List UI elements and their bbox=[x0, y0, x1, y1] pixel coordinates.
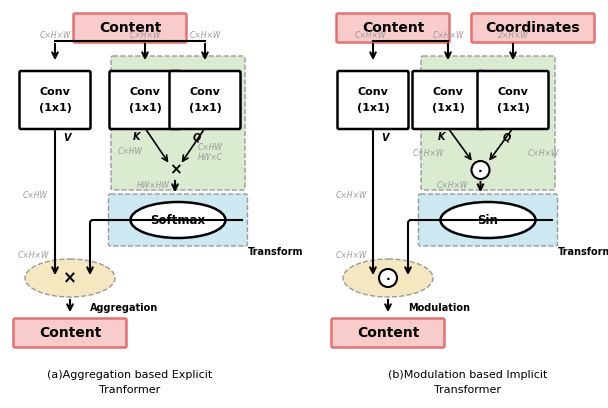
Text: HW×C: HW×C bbox=[198, 153, 223, 162]
FancyBboxPatch shape bbox=[19, 71, 91, 129]
Text: C×HW: C×HW bbox=[22, 191, 47, 200]
Text: Content: Content bbox=[362, 21, 424, 35]
Text: V: V bbox=[381, 133, 389, 143]
Text: K: K bbox=[133, 132, 140, 142]
FancyBboxPatch shape bbox=[109, 71, 181, 129]
FancyBboxPatch shape bbox=[421, 56, 555, 190]
Text: Conv: Conv bbox=[432, 87, 463, 97]
Text: Aggregation: Aggregation bbox=[90, 303, 158, 313]
Text: (1x1): (1x1) bbox=[38, 103, 71, 113]
FancyBboxPatch shape bbox=[170, 71, 241, 129]
FancyBboxPatch shape bbox=[331, 319, 444, 348]
Text: (1x1): (1x1) bbox=[497, 103, 530, 113]
Text: C×H×W: C×H×W bbox=[189, 31, 221, 40]
Text: (1x1): (1x1) bbox=[356, 103, 390, 113]
FancyBboxPatch shape bbox=[74, 13, 187, 42]
Text: Softmax: Softmax bbox=[150, 213, 206, 226]
FancyBboxPatch shape bbox=[471, 13, 595, 42]
Text: Conv: Conv bbox=[130, 87, 161, 97]
Text: (b)Modulation based Implicit: (b)Modulation based Implicit bbox=[389, 370, 548, 380]
FancyBboxPatch shape bbox=[337, 71, 409, 129]
Text: C×H×W: C×H×W bbox=[412, 149, 444, 157]
Text: ·: · bbox=[478, 164, 483, 177]
Text: (1x1): (1x1) bbox=[128, 103, 162, 113]
Text: Conv: Conv bbox=[358, 87, 389, 97]
Text: C×H×W: C×H×W bbox=[336, 251, 367, 259]
FancyBboxPatch shape bbox=[477, 71, 548, 129]
Text: Conv: Conv bbox=[40, 87, 71, 97]
Text: Coordinates: Coordinates bbox=[486, 21, 580, 35]
Text: C×H×W: C×H×W bbox=[355, 31, 386, 40]
Text: Content: Content bbox=[99, 21, 161, 35]
Text: Q: Q bbox=[503, 132, 511, 142]
Text: Content: Content bbox=[39, 326, 101, 340]
FancyBboxPatch shape bbox=[108, 194, 247, 246]
Text: C×H×W: C×H×W bbox=[437, 180, 468, 189]
Text: C×H×W: C×H×W bbox=[528, 149, 559, 157]
Text: 2×H×W: 2×H×W bbox=[497, 31, 528, 40]
Text: Q: Q bbox=[193, 132, 201, 142]
Text: K: K bbox=[438, 132, 446, 142]
Ellipse shape bbox=[379, 269, 397, 287]
Text: ×: × bbox=[63, 269, 77, 287]
Text: C×H×W: C×H×W bbox=[432, 31, 464, 40]
Text: Sin: Sin bbox=[477, 213, 499, 226]
FancyBboxPatch shape bbox=[418, 194, 558, 246]
Text: Transform: Transform bbox=[248, 247, 303, 257]
Text: C×H×W: C×H×W bbox=[130, 31, 161, 40]
Text: ·: · bbox=[385, 273, 390, 286]
Text: (a)Aggregation based Explicit: (a)Aggregation based Explicit bbox=[47, 370, 213, 380]
Ellipse shape bbox=[441, 202, 536, 238]
Ellipse shape bbox=[471, 161, 489, 179]
Text: C×HW: C×HW bbox=[117, 148, 142, 157]
Text: Transform: Transform bbox=[558, 247, 608, 257]
Ellipse shape bbox=[343, 259, 433, 297]
FancyBboxPatch shape bbox=[336, 13, 449, 42]
Ellipse shape bbox=[131, 202, 226, 238]
Text: (1x1): (1x1) bbox=[432, 103, 465, 113]
Text: Modulation: Modulation bbox=[408, 303, 470, 313]
FancyBboxPatch shape bbox=[111, 56, 245, 190]
Text: Transformer: Transformer bbox=[435, 385, 502, 395]
Text: V: V bbox=[63, 133, 71, 143]
Text: C×H×W: C×H×W bbox=[17, 251, 49, 259]
Text: C×H×W: C×H×W bbox=[336, 191, 367, 200]
Text: Conv: Conv bbox=[497, 87, 528, 97]
FancyBboxPatch shape bbox=[13, 319, 126, 348]
Text: (1x1): (1x1) bbox=[188, 103, 221, 113]
FancyBboxPatch shape bbox=[412, 71, 483, 129]
Text: Tranformer: Tranformer bbox=[99, 385, 161, 395]
Text: C×H×W: C×H×W bbox=[40, 31, 71, 40]
Text: ×: × bbox=[168, 162, 181, 177]
Text: Content: Content bbox=[357, 326, 419, 340]
Text: HW×HW: HW×HW bbox=[137, 180, 170, 189]
Ellipse shape bbox=[25, 259, 115, 297]
Text: C×HW: C×HW bbox=[198, 144, 223, 153]
Text: Conv: Conv bbox=[190, 87, 221, 97]
